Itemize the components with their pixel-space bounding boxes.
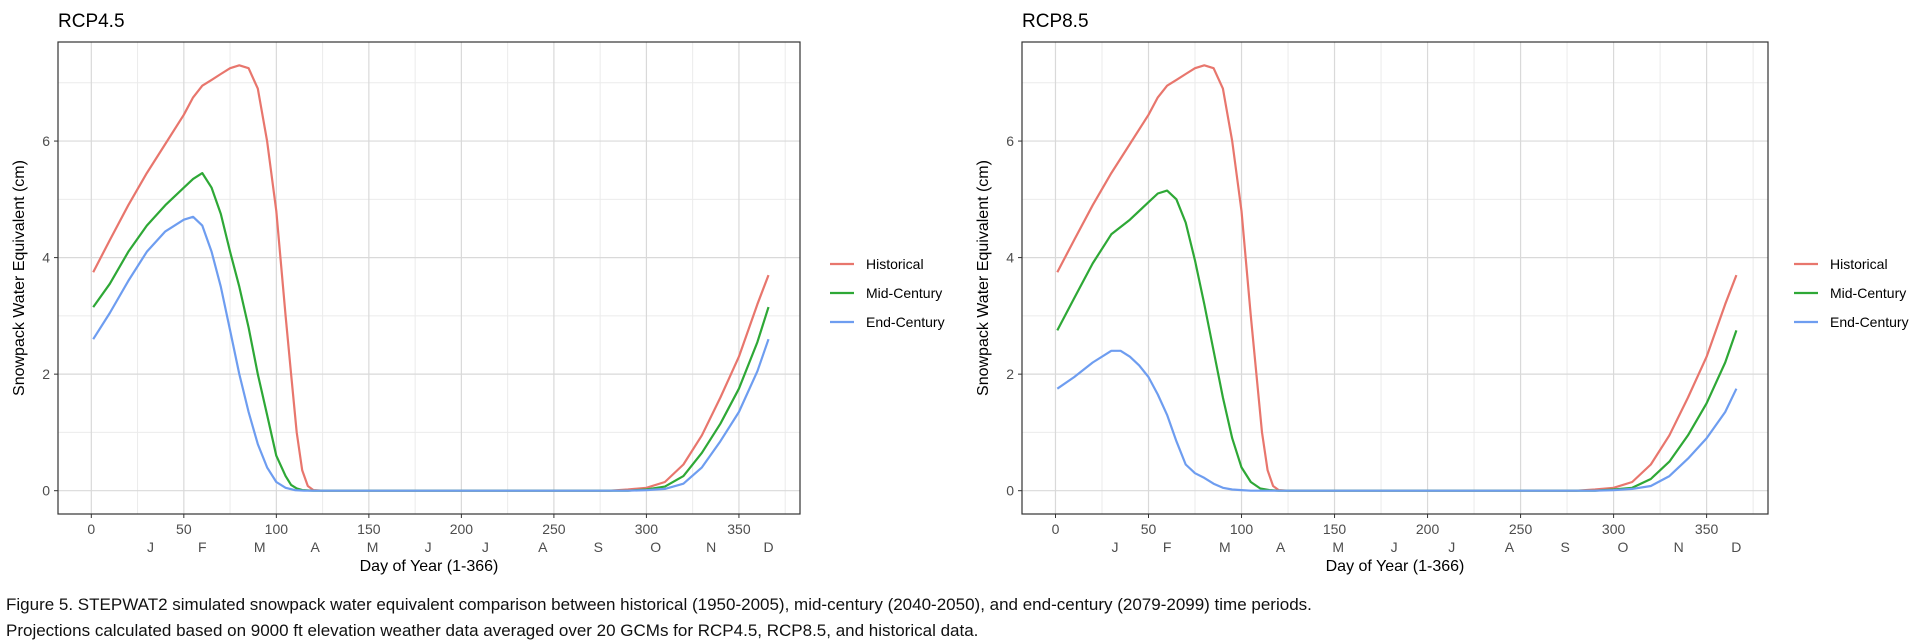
month-label: J xyxy=(1448,539,1455,555)
legend: Historical Mid-Century End-Century xyxy=(830,256,945,330)
x-tick-label: 100 xyxy=(1230,521,1254,537)
y-tick-label: 4 xyxy=(42,250,50,266)
y-axis-label: Snowpack Water Equivalent (cm) xyxy=(975,160,992,396)
y-tick-label: 0 xyxy=(1006,483,1014,499)
month-label: A xyxy=(538,539,548,555)
y-tick-label: 4 xyxy=(1006,250,1014,266)
x-tick-labels: 0 50 100 150 200 250 300 350 xyxy=(87,514,751,537)
legend-item-historical: Historical xyxy=(830,256,924,272)
month-label: D xyxy=(763,539,773,555)
x-tick-label: 100 xyxy=(265,521,289,537)
series-line-mid-century xyxy=(92,172,770,492)
month-label: F xyxy=(1163,539,1172,555)
x-tick-label: 250 xyxy=(542,521,566,537)
month-label: M xyxy=(254,539,266,555)
y-tick-labels: 0 2 4 6 xyxy=(1006,133,1022,499)
month-label: A xyxy=(1505,539,1515,555)
legend-item-end-century: End-Century xyxy=(830,314,945,330)
month-label: M xyxy=(1219,539,1231,555)
series-line-historical xyxy=(1056,64,1738,492)
series-line-mid-century xyxy=(1056,189,1738,492)
legend-item-mid-century: Mid-Century xyxy=(830,285,942,301)
chart-panel-rcp45: RCP4.5 0 2 4 6 0 50 100 150 200 250 300 350 J F M A M J… xyxy=(11,11,945,575)
legend: Historical Mid-Century End-Century xyxy=(1794,256,1909,330)
y-tick-label: 6 xyxy=(42,133,50,149)
month-label: S xyxy=(594,539,603,555)
month-label: D xyxy=(1731,539,1741,555)
x-tick-label: 350 xyxy=(727,521,751,537)
legend-item-mid-century: Mid-Century xyxy=(1794,285,1906,301)
legend-label: End-Century xyxy=(866,314,945,330)
legend-label: Historical xyxy=(1830,256,1888,272)
panel-border xyxy=(57,41,801,515)
grid-lines xyxy=(1022,42,1768,514)
month-label: A xyxy=(1276,539,1286,555)
x-tick-label: 200 xyxy=(450,521,474,537)
figure-caption-line-1: Figure 5. STEPWAT2 simulated snowpack wa… xyxy=(6,595,1312,614)
x-axis-label: Day of Year (1-366) xyxy=(360,558,499,575)
month-label: M xyxy=(367,539,379,555)
month-label: J xyxy=(147,539,154,555)
series-line-historical xyxy=(92,64,770,492)
legend-label: End-Century xyxy=(1830,314,1909,330)
month-label: A xyxy=(311,539,321,555)
y-tick-labels: 0 2 4 6 xyxy=(42,133,58,499)
x-tick-label: 50 xyxy=(1141,521,1157,537)
month-label: N xyxy=(706,539,716,555)
y-tick-label: 2 xyxy=(42,366,50,382)
grid-lines xyxy=(58,42,800,514)
y-axis-label: Snowpack Water Equivalent (cm) xyxy=(11,160,28,396)
month-label: J xyxy=(1112,539,1119,555)
legend-label: Historical xyxy=(866,256,924,272)
chart-title: RCP8.5 xyxy=(1022,11,1089,32)
x-axis-label: Day of Year (1-366) xyxy=(1326,558,1465,575)
x-tick-label: 0 xyxy=(1052,521,1060,537)
x-tick-label: 350 xyxy=(1695,521,1719,537)
figure-caption-line-2: Projections calculated based on 9000 ft … xyxy=(6,621,979,640)
x-tick-label: 200 xyxy=(1416,521,1440,537)
x-tick-label: 150 xyxy=(357,521,381,537)
month-label: O xyxy=(1617,539,1628,555)
panel-border xyxy=(1021,41,1769,515)
plot-lines xyxy=(1056,64,1738,492)
x-tick-label: 250 xyxy=(1509,521,1533,537)
plot-lines xyxy=(92,64,770,492)
month-label: J xyxy=(1391,539,1398,555)
x-tick-label: 50 xyxy=(176,521,192,537)
month-label: O xyxy=(650,539,661,555)
legend-label: Mid-Century xyxy=(866,285,942,301)
month-label: S xyxy=(1561,539,1570,555)
month-label: J xyxy=(425,539,432,555)
y-tick-label: 6 xyxy=(1006,133,1014,149)
x-tick-label: 0 xyxy=(87,521,95,537)
y-tick-label: 2 xyxy=(1006,366,1014,382)
legend-item-end-century: End-Century xyxy=(1794,314,1909,330)
x-tick-label: 150 xyxy=(1323,521,1347,537)
month-label: N xyxy=(1674,539,1684,555)
x-tick-label: 300 xyxy=(635,521,659,537)
chart-panel-rcp85: RCP8.5 0 2 4 6 0 50 100 150 200 250 300 350 J F M A M J… xyxy=(975,11,1909,575)
legend-item-historical: Historical xyxy=(1794,256,1888,272)
series-line-end-century xyxy=(92,215,770,492)
month-label: F xyxy=(198,539,207,555)
series-line-end-century xyxy=(1056,349,1738,492)
month-label: J xyxy=(482,539,489,555)
legend-label: Mid-Century xyxy=(1830,285,1906,301)
x-tick-labels: 0 50 100 150 200 250 300 350 xyxy=(1052,514,1719,537)
y-tick-label: 0 xyxy=(42,483,50,499)
chart-title: RCP4.5 xyxy=(58,11,125,32)
month-label: M xyxy=(1332,539,1344,555)
x-tick-label: 300 xyxy=(1602,521,1626,537)
